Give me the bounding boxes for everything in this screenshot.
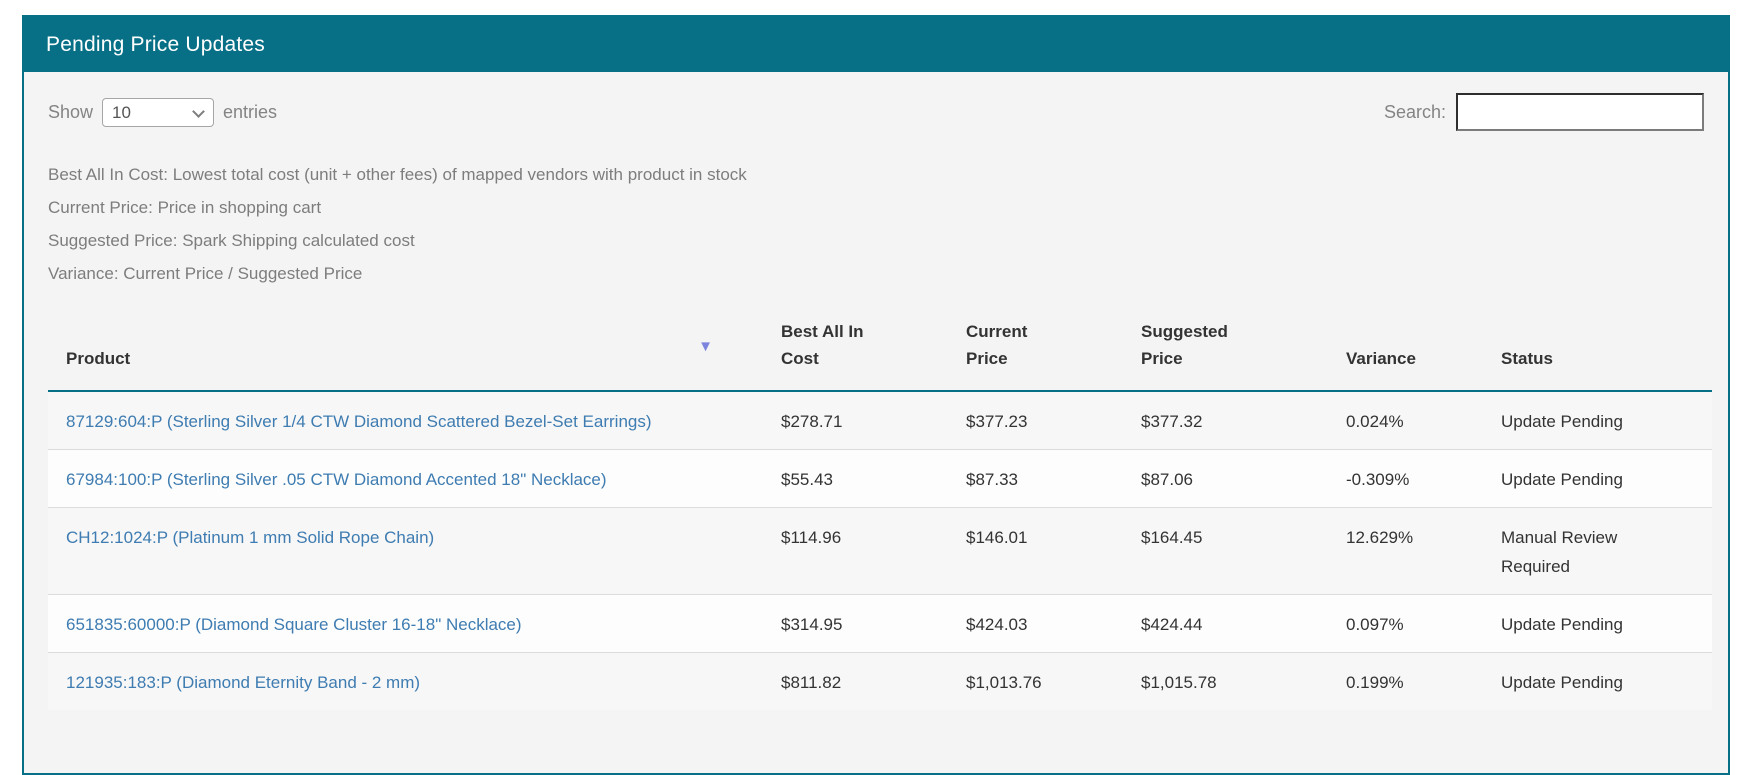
variance-cell: 0.097%	[1328, 594, 1483, 653]
status-cell: Update Pending	[1483, 594, 1712, 653]
page-length-select-wrap: 10	[102, 97, 215, 127]
product-link[interactable]: 67984:100:P (Sterling Silver .05 CTW Dia…	[66, 470, 607, 489]
column-header-current-price[interactable]: Current Price	[948, 302, 1123, 392]
show-label: Show	[48, 101, 94, 122]
table-header-row: Product ▼ Best All In Cost Current Price…	[48, 302, 1712, 392]
best-all-in-cost-cell: $314.95	[763, 594, 948, 653]
current-price-cell: $424.03	[948, 594, 1123, 653]
best-all-in-cost-cell: $278.71	[781, 412, 843, 431]
variance-cell: 0.199%	[1328, 652, 1483, 710]
legend-best-all-in-cost: Best All In Cost: Lowest total cost (uni…	[48, 165, 747, 184]
current-price-cell: $146.01	[948, 507, 1123, 595]
best-all-in-cost-cell: $811.82	[763, 652, 948, 710]
pending-price-updates-table: Product ▼ Best All In Cost Current Price…	[48, 302, 1712, 710]
page-length-select[interactable]: 10	[102, 97, 215, 127]
search-label: Search:	[1383, 101, 1446, 122]
search-input[interactable]	[1456, 93, 1704, 131]
product-link[interactable]: 121935:183:P (Diamond Eternity Band - 2 …	[66, 673, 421, 692]
legend-current-price: Current Price: Price in shopping cart	[48, 198, 322, 217]
current-price-cell: $1,013.76	[948, 652, 1123, 710]
panel-header: Pending Price Updates	[24, 17, 1728, 72]
search-box: Search:	[1384, 93, 1704, 131]
column-header-product[interactable]: Product ▼	[48, 302, 763, 392]
current-price-cell: $377.23	[966, 412, 1028, 431]
table-body: 87129:604:P (Sterling Silver 1/4 CTW Dia…	[48, 391, 1712, 710]
status-cell: Update Pending	[1501, 412, 1623, 431]
legend-suggested-price: Suggested Price: Spark Shipping calculat…	[48, 231, 415, 250]
product-link[interactable]: 651835:60000:P (Diamond Square Cluster 1…	[66, 615, 522, 634]
column-legend: Best All In Cost: Lowest total cost (uni…	[48, 158, 1704, 290]
entries-label: entries	[223, 101, 278, 122]
status-cell: Update Pending	[1483, 652, 1712, 710]
best-all-in-cost-cell: $55.43	[763, 449, 948, 508]
variance-cell: 12.629%	[1328, 507, 1483, 595]
product-link[interactable]: 87129:604:P (Sterling Silver 1/4 CTW Dia…	[66, 412, 652, 431]
status-cell: Manual Review Required	[1483, 507, 1712, 595]
suggested-price-cell: $424.44	[1123, 594, 1328, 653]
legend-variance: Variance: Current Price / Suggested Pric…	[48, 264, 363, 283]
table-controls: Show 10 entries Search:	[48, 92, 1704, 132]
suggested-price-cell: $377.32	[1141, 412, 1203, 431]
column-header-suggested-price[interactable]: Suggested Price	[1123, 302, 1328, 392]
table-row: CH12:1024:P (Platinum 1 mm Solid Rope Ch…	[48, 507, 1712, 595]
product-link[interactable]: CH12:1024:P (Platinum 1 mm Solid Rope Ch…	[66, 528, 435, 547]
suggested-price-cell: $87.06	[1123, 449, 1328, 508]
column-header-status[interactable]: Status	[1483, 302, 1712, 392]
sort-descending-icon: ▼	[698, 338, 713, 355]
column-header-variance[interactable]: Variance	[1328, 302, 1483, 392]
column-header-best-all-in-cost[interactable]: Best All In Cost	[763, 302, 948, 392]
pending-price-updates-panel: Pending Price Updates Show 10 entries Se…	[22, 15, 1730, 775]
table-row: 87129:604:P (Sterling Silver 1/4 CTW Dia…	[48, 391, 1712, 450]
table-row: 121935:183:P (Diamond Eternity Band - 2 …	[48, 652, 1712, 710]
suggested-price-cell: $1,015.78	[1123, 652, 1328, 710]
page-title: Pending Price Updates	[46, 32, 265, 56]
best-all-in-cost-cell: $114.96	[763, 507, 948, 595]
table-row: 67984:100:P (Sterling Silver .05 CTW Dia…	[48, 449, 1712, 508]
suggested-price-cell: $164.45	[1123, 507, 1328, 595]
variance-cell: -0.309%	[1328, 449, 1483, 508]
variance-cell: 0.024%	[1346, 412, 1404, 431]
panel-body: Show 10 entries Search: Best All In Cost…	[24, 92, 1728, 710]
status-cell: Update Pending	[1483, 449, 1712, 508]
current-price-cell: $87.33	[948, 449, 1123, 508]
table-row: 651835:60000:P (Diamond Square Cluster 1…	[48, 594, 1712, 653]
